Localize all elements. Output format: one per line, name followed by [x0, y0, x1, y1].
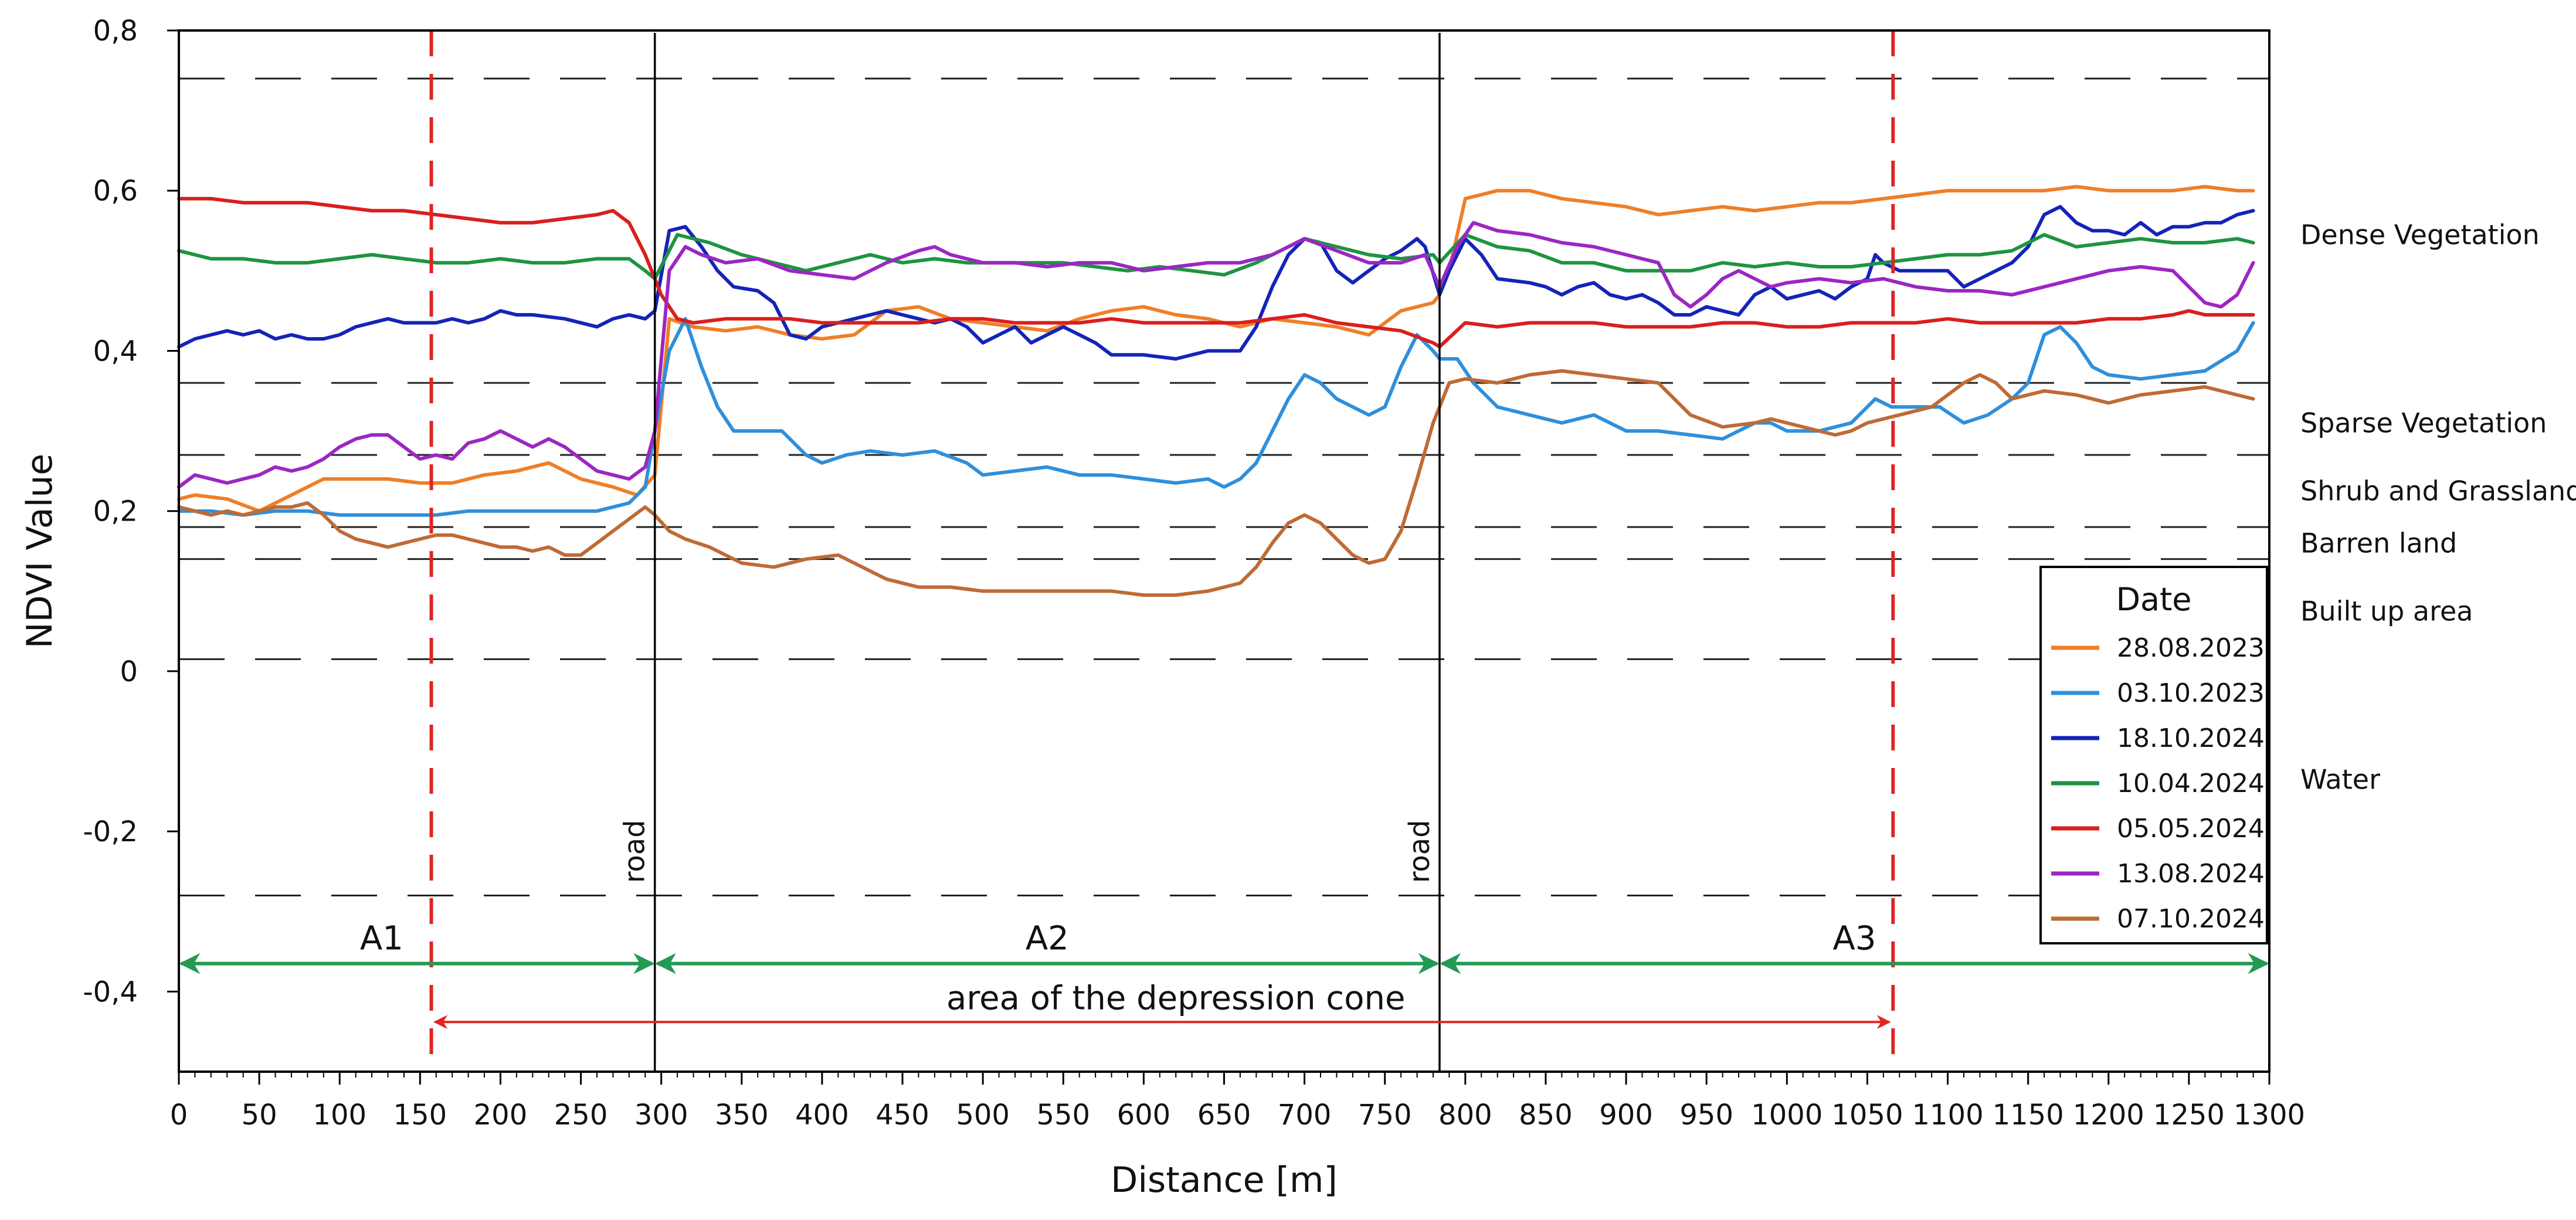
y-tick-label-0,6: 0,6	[93, 175, 138, 208]
road-label-0: road	[619, 820, 651, 883]
x-tick-label-300: 300	[634, 1099, 688, 1131]
x-tick-label-1200: 1200	[2073, 1099, 2144, 1131]
x-tick-label-500: 500	[956, 1099, 1010, 1131]
x-tick-label-50: 50	[242, 1099, 277, 1131]
x-axis-title: Distance [m]	[1111, 1160, 1338, 1201]
x-tick-label-900: 900	[1599, 1099, 1653, 1131]
legend-label-05.05.2024: 05.05.2024	[2117, 814, 2265, 844]
legend: Date 28.08.2023 03.10.2023 18.10.2024 10.04.…	[2039, 566, 2268, 944]
road-label-1: road	[1403, 820, 1436, 883]
x-tick-label-200: 200	[474, 1099, 528, 1131]
legend-label-13.08.2024: 13.08.2024	[2117, 859, 2265, 889]
y-tick-label--0,2: -0,2	[83, 815, 138, 848]
series-lines	[177, 185, 2255, 597]
y-tick-label--0,4: -0,4	[83, 976, 138, 1008]
series-line-05.05.2024	[177, 196, 2255, 349]
x-tick-label-1150: 1150	[1993, 1099, 2064, 1131]
x-tick-label-550: 550	[1036, 1099, 1090, 1131]
x-tick-label-1100: 1100	[1912, 1099, 1983, 1131]
x-tick-label-950: 950	[1679, 1099, 1733, 1131]
zone-label-A1: A1	[360, 920, 403, 958]
class-labels: Dense Vegetation Sparse Vegetation Shrub a…	[2300, 219, 2576, 795]
x-tick-label-1250: 1250	[2153, 1099, 2225, 1131]
class-label-5: Water	[2300, 763, 2380, 795]
x-tick-label-700: 700	[1278, 1099, 1332, 1131]
y-tick-label-0,4: 0,4	[93, 335, 138, 368]
x-tick-label-1300: 1300	[2234, 1099, 2305, 1131]
y-tick-label-0,8: 0,8	[93, 15, 138, 47]
class-label-3: Barren land	[2300, 527, 2457, 559]
legend-label-28.08.2023: 28.08.2023	[2117, 633, 2265, 663]
vertical-markers: road road	[429, 30, 1895, 1072]
x-tick-label-150: 150	[393, 1099, 447, 1131]
x-tick-label-100: 100	[313, 1099, 366, 1131]
class-label-2: Shrub and Grassland	[2300, 475, 2576, 507]
x-tick-label-0: 0	[170, 1099, 188, 1131]
y-tick-label-0,2: 0,2	[93, 495, 138, 528]
x-tick-label-250: 250	[554, 1099, 608, 1131]
depression-cone-label: area of the depression cone	[946, 979, 1405, 1017]
class-label-1: Sparse Vegetation	[2300, 407, 2547, 439]
series-line-18.10.2024	[177, 205, 2255, 361]
x-tick-label-1000: 1000	[1751, 1099, 1822, 1131]
x-tick-label-850: 850	[1519, 1099, 1573, 1131]
x-tick-label-400: 400	[795, 1099, 849, 1131]
x-tick-label-350: 350	[715, 1099, 769, 1131]
x-tick-label-450: 450	[875, 1099, 929, 1131]
series-line-07.10.2024	[177, 369, 2255, 597]
y-axis-title: NDVI Value	[19, 454, 60, 649]
series-line-10.04.2024	[177, 233, 2255, 281]
x-tick-label-800: 800	[1438, 1099, 1492, 1131]
axes: 0 50 100 150 200 250 300 350 400 450 500 550 600 650 7…	[19, 15, 2305, 1201]
class-label-0: Dense Vegetation	[2300, 219, 2540, 250]
legend-label-07.10.2024: 07.10.2024	[2117, 904, 2265, 934]
zone-arrows: A1 A2 A3 area of the depression cone	[179, 920, 2269, 1029]
zone-label-A2: A2	[1026, 920, 1069, 958]
class-label-4: Built up area	[2300, 595, 2473, 627]
x-tick-label-650: 650	[1197, 1099, 1251, 1131]
legend-label-10.04.2024: 10.04.2024	[2117, 769, 2265, 798]
class-threshold-lines	[179, 77, 2269, 896]
x-tick-label-600: 600	[1117, 1099, 1171, 1131]
series-line-13.08.2024	[177, 220, 2255, 489]
legend-title: Date	[2116, 581, 2191, 618]
x-tick-label-1050: 1050	[1831, 1099, 1903, 1131]
zone-label-A3: A3	[1833, 920, 1876, 958]
legend-label-03.10.2023: 03.10.2023	[2117, 678, 2265, 708]
y-tick-label-0: 0	[120, 655, 138, 688]
legend-box	[2039, 566, 2268, 944]
legend-label-18.10.2024: 18.10.2024	[2117, 723, 2265, 753]
x-tick-label-750: 750	[1358, 1099, 1412, 1131]
